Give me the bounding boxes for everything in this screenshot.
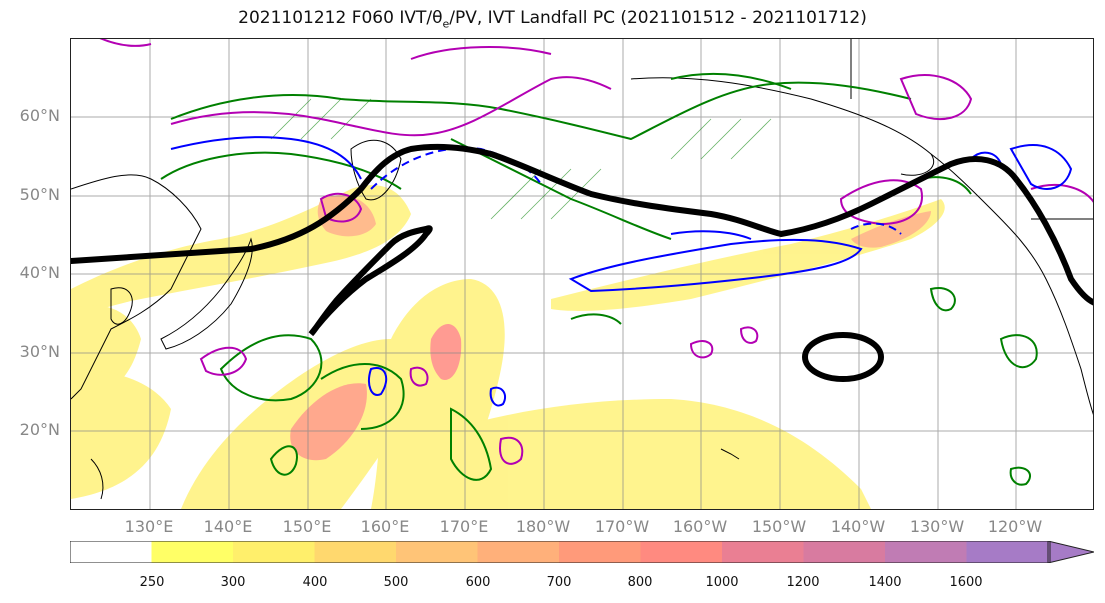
coastlines xyxy=(71,39,1093,500)
ridge-axis xyxy=(71,143,1093,382)
map-canvas xyxy=(71,39,1093,509)
map-title: 2021101212 F060 IVT/θe/PV, IVT Landfall … xyxy=(238,8,867,31)
lon-label-150w: 150°W xyxy=(751,517,807,536)
coast-kamchatka xyxy=(350,139,402,201)
ivt-plume-south-core xyxy=(290,383,367,461)
lat-label-30n: 30°N xyxy=(19,342,60,361)
colorbar-segment xyxy=(966,541,1049,563)
colorbar-segment xyxy=(722,541,804,563)
colorbar-tick-1000: 1000 xyxy=(705,575,739,590)
colorbar-segment xyxy=(640,541,723,563)
colorbar-segment xyxy=(314,541,397,563)
lon-label-170e: 170°E xyxy=(439,517,489,536)
lon-label-120w: 120°W xyxy=(987,517,1043,536)
coast-japan xyxy=(160,237,253,350)
colorbar-tick-1600: 1600 xyxy=(949,575,983,590)
map-panel xyxy=(70,38,1094,510)
colorbar-tick-300: 300 xyxy=(220,575,246,590)
colorbar-segment xyxy=(70,541,152,563)
colorbar-tick-600: 600 xyxy=(465,575,491,590)
pv-hatching xyxy=(270,98,772,220)
coast-hawaii xyxy=(720,448,740,460)
colorbar-tick-400: 400 xyxy=(302,575,328,590)
lon-label-180w: 180°W xyxy=(515,517,571,536)
lon-label-130w: 130°W xyxy=(909,517,965,536)
colorbar-tick-1400: 1400 xyxy=(868,575,902,590)
ivt-shading xyxy=(71,185,945,509)
colorbar-extend-arrow xyxy=(1047,541,1094,563)
colorbar-tick-800: 800 xyxy=(627,575,653,590)
colorbar-segment xyxy=(233,541,315,563)
colorbar-tick-700: 700 xyxy=(546,575,572,590)
lat-label-50n: 50°N xyxy=(19,185,60,204)
theta-e-contours xyxy=(99,39,1093,465)
coast-korea xyxy=(110,287,133,325)
lon-label-140w: 140°W xyxy=(830,517,886,536)
lon-label-170w: 170°W xyxy=(594,517,650,536)
colorbar-segment xyxy=(396,541,478,563)
lat-label-20n: 20°N xyxy=(19,420,60,439)
border-us-canada xyxy=(850,39,1093,220)
ivt-plume-east-core xyxy=(851,211,931,248)
lon-label-160w: 160°W xyxy=(672,517,728,536)
coast-north-america xyxy=(930,153,1093,416)
ivt-plume-tropics xyxy=(451,399,871,509)
lat-label-60n: 60°N xyxy=(19,106,60,125)
colorbar-segment xyxy=(477,541,560,563)
lon-label-130e: 130°E xyxy=(124,517,174,536)
coast-alaska xyxy=(630,77,934,176)
colorbar-segment xyxy=(803,541,886,563)
coast-asia xyxy=(71,174,202,400)
colorbar-tick-250: 250 xyxy=(139,575,165,590)
coast-philippines xyxy=(90,458,104,500)
ivt-plume-west-core xyxy=(317,195,376,237)
lat-label-40n: 40°N xyxy=(19,263,60,282)
colorbar-segment xyxy=(559,541,641,563)
colorbar-tick-1200: 1200 xyxy=(786,575,820,590)
colorbar-segment xyxy=(151,541,234,563)
ivt-plume-east xyxy=(551,199,945,311)
lon-label-140e: 140°E xyxy=(203,517,253,536)
lon-label-160e: 160°E xyxy=(360,517,410,536)
colorbar-segment xyxy=(885,541,967,563)
pv-contours xyxy=(160,72,1038,486)
ivt-plume-philippines xyxy=(71,369,171,499)
colorbar xyxy=(70,541,1094,563)
ivt-plume-central-core xyxy=(430,324,462,380)
colorbar-segments xyxy=(70,541,1094,563)
colorbar-tick-500: 500 xyxy=(383,575,409,590)
lon-label-150e: 150°E xyxy=(282,517,332,536)
